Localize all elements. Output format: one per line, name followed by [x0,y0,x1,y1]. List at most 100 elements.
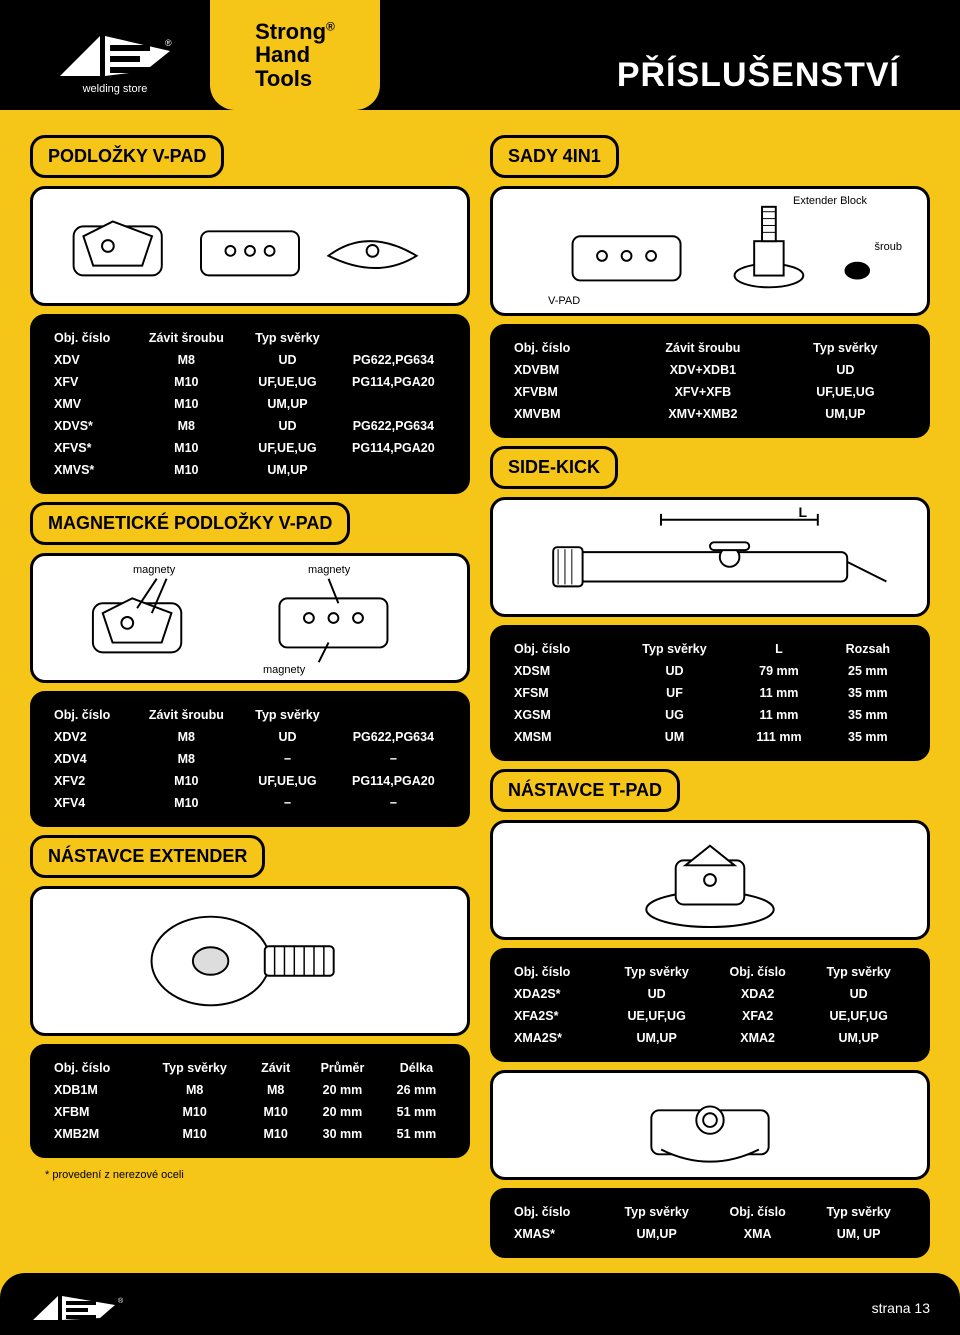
4in1-table: Obj. čísloZávit šroubuTyp svěrkyXDVBMXDV… [508,337,912,425]
table-cell: 25 mm [824,660,912,682]
table-header: Obj. číslo [48,327,132,349]
vpad-label: V-PAD [548,295,580,307]
table-cell: 35 mm [824,726,912,748]
extender-title: NÁSTAVCE EXTENDER [30,835,265,878]
right-column: SADY 4IN1 Extender Block šroub V-PAD [490,135,930,1258]
table-cell: UD [240,726,335,748]
table-cell: XFV+XFB [627,381,779,403]
table-header: Závit šroubu [132,327,240,349]
table-row: XDB1MM8M820 mm26 mm [48,1079,452,1101]
sidekick-table: Obj. čísloTyp svěrkyLRozsahXDSMUD79 mm25… [508,638,912,748]
magnetic-data: Obj. čísloZávit šroubuTyp svěrkyXDV2M8UD… [30,691,470,827]
table-row: XFBMM10M1020 mm51 mm [48,1101,452,1123]
extender-table: Obj. čísloTyp svěrkyZávitPrůměrDélkaXDB1… [48,1057,452,1145]
table-row: XDVM8UDPG622,PG634 [48,349,452,371]
vpad-table: Obj. čísloZávit šroubuTyp svěrkyXDVM8UDP… [48,327,452,481]
4in1-data: Obj. čísloZávit šroubuTyp svěrkyXDVBMXDV… [490,324,930,438]
table-cell: XDV2 [48,726,132,748]
tpad-image1 [490,820,930,940]
table-header: Obj. číslo [508,1201,603,1223]
4in1-illustration-icon [501,197,919,305]
table-cell: UM, UP [805,1223,912,1245]
table-cell: XFSM [508,682,615,704]
tpad-data1: Obj. čísloTyp svěrkyObj. čísloTyp svěrky… [490,948,930,1062]
table-header: Typ svěrky [603,1201,710,1223]
table-cell: XMSM [508,726,615,748]
tpad-image2 [490,1070,930,1180]
table-row: XDV4M8−− [48,748,452,770]
table-row: XMVBMXMV+XMB2UM,UP [508,403,912,425]
table-cell: XFVBM [508,381,627,403]
table-cell: 51 mm [381,1101,452,1123]
table-cell: XFV [48,371,132,393]
table-cell: 26 mm [381,1079,452,1101]
table-cell: 11 mm [734,704,823,726]
table-cell: UE,UF,UG [805,1005,912,1027]
table-cell: − [335,748,452,770]
table-cell [335,459,452,481]
table-cell: M10 [247,1123,304,1145]
table-row: XFV4M10−− [48,792,452,814]
table-cell: UD [615,660,734,682]
extender-data: Obj. čísloTyp svěrkyZávitPrůměrDélkaXDB1… [30,1044,470,1158]
table-header [335,327,452,349]
table-cell: UD [805,983,912,1005]
vpad-illustration-icon [41,197,459,295]
table-cell: PG114,PGA20 [335,371,452,393]
table-cell: M8 [142,1079,247,1101]
table-cell: − [240,792,335,814]
table-cell: XMV+XMB2 [627,403,779,425]
footer: ® strana 13 [0,1273,960,1335]
extender-illustration-icon [41,897,459,1025]
4in1-title: SADY 4IN1 [490,135,619,178]
table-cell: XFV4 [48,792,132,814]
sidekick-data: Obj. čísloTyp svěrkyLRozsahXDSMUD79 mm25… [490,625,930,761]
table-cell: XFVS* [48,437,132,459]
table-cell: M10 [132,459,240,481]
table-cell: M10 [142,1123,247,1145]
table-cell: M8 [247,1079,304,1101]
table-row: XDVS*M8UDPG622,PG634 [48,415,452,437]
table-row: XDSMUD79 mm25 mm [508,660,912,682]
table-cell: XFA2S* [508,1005,603,1027]
table-cell: M8 [132,415,240,437]
table-row: XFVBMXFV+XFBUF,UE,UG [508,381,912,403]
magnets-label: magnety [133,564,175,576]
table-cell: UF,UE,UG [240,371,335,393]
table-cell: UE,UF,UG [603,1005,710,1027]
table-cell: XMA2S* [508,1027,603,1049]
table-cell: PG114,PGA20 [335,770,452,792]
table-header: Typ svěrky [615,638,734,660]
table-cell: M10 [142,1101,247,1123]
magnetic-image: magnety magnety magnety [30,553,470,683]
dimension-L-label: L [798,504,807,520]
table-cell: PG622,PG634 [335,415,452,437]
table-cell: UM,UP [779,403,912,425]
ae-logo-icon: ® [55,31,175,81]
magnets-label: magnety [308,564,350,576]
table-cell: M10 [132,393,240,415]
footer-logo: ® [30,1293,130,1323]
table-row: XMB2MM10M1030 mm51 mm [48,1123,452,1145]
svg-text:®: ® [118,1297,124,1305]
table-cell: PG114,PGA20 [335,437,452,459]
table-cell: UF,UE,UG [240,437,335,459]
table-cell: PG622,PG634 [335,349,452,371]
table-row: XMSMUM111 mm35 mm [508,726,912,748]
table-row: XFA2S*UE,UF,UGXFA2UE,UF,UG [508,1005,912,1027]
table-row: XGSMUG11 mm35 mm [508,704,912,726]
magnetic-illustration-icon [41,564,459,672]
table-cell: − [335,792,452,814]
table-cell: UF [615,682,734,704]
table-cell: PG622,PG634 [335,726,452,748]
table-header: Obj. číslo [48,1057,142,1079]
table-cell: M8 [132,349,240,371]
table-header: Obj. číslo [508,638,615,660]
table-cell: 11 mm [734,682,823,704]
table-cell: XDVS* [48,415,132,437]
table-cell: M8 [132,748,240,770]
table-cell: XFA2 [710,1005,805,1027]
table-header: Obj. číslo [710,961,805,983]
table-row: XFVM10UF,UE,UGPG114,PGA20 [48,371,452,393]
table-header: Rozsah [824,638,912,660]
